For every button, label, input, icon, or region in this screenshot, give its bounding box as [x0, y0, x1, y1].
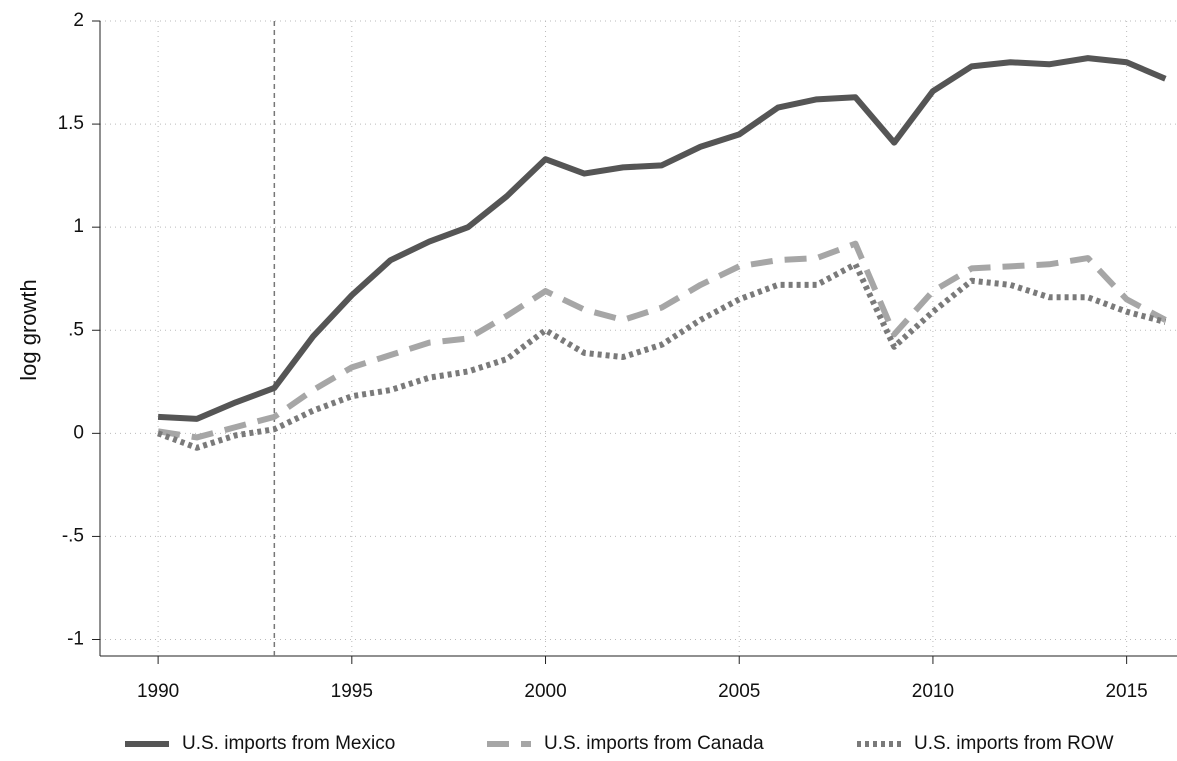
y-tick-label: 2: [73, 10, 84, 31]
series-line: [157, 240, 1167, 441]
x-tick-label: 2005: [718, 681, 760, 702]
y-tick-label: .5: [68, 319, 84, 340]
legend-label: U.S. imports from Canada: [544, 733, 764, 754]
x-tick-label: 2010: [912, 681, 954, 702]
y-tick-label: -.5: [62, 525, 84, 546]
y-tick-label: 0: [73, 422, 84, 443]
y-tick-label: 1.5: [58, 113, 84, 134]
y-tick-label: -1: [67, 629, 84, 650]
x-tick-label: 1990: [137, 681, 179, 702]
y-tick-label: 1: [73, 216, 84, 237]
x-tick-label: 2000: [524, 681, 566, 702]
series-line: [157, 55, 1167, 422]
x-tick-label: 2015: [1105, 681, 1147, 702]
y-axis-label: log growth: [16, 279, 41, 381]
series-line: [157, 261, 1167, 451]
legend-label: U.S. imports from Mexico: [182, 733, 395, 754]
legend-label: U.S. imports from ROW: [914, 733, 1114, 754]
x-tick-label: 1995: [331, 681, 373, 702]
